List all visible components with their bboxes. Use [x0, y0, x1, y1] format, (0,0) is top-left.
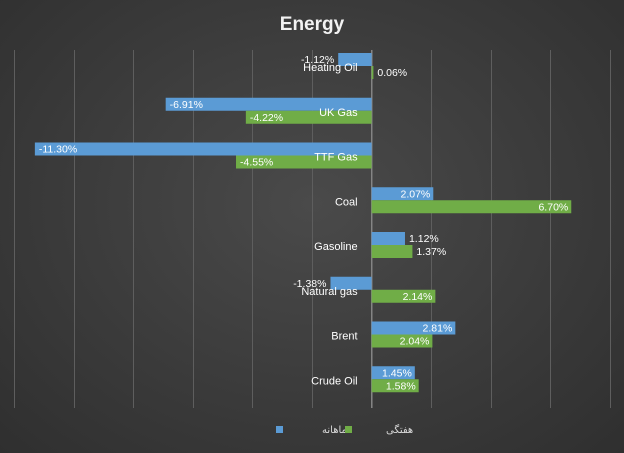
bar-monthly	[371, 366, 415, 380]
data-label: 0.06%	[377, 67, 407, 79]
bar-weekly	[371, 200, 572, 214]
data-label: 2.81%	[423, 323, 453, 335]
legend-label: ماهانه	[322, 425, 347, 436]
bar-monthly	[371, 232, 405, 245]
bar-weekly	[371, 66, 374, 79]
bar-weekly	[236, 155, 372, 169]
data-label: -1.38%	[293, 278, 326, 290]
bars	[34, 53, 572, 393]
bar-weekly	[371, 334, 433, 348]
data-label: 2.07%	[401, 188, 431, 200]
data-label: 6.70%	[538, 201, 568, 213]
category-label: Natural gas	[301, 286, 358, 298]
bar-monthly	[338, 53, 372, 66]
data-label: 2.04%	[400, 336, 430, 348]
data-label: 1.58%	[386, 380, 416, 392]
bar-monthly	[34, 142, 372, 156]
category-label: Crude Oil	[311, 375, 357, 387]
data-label: 2.14%	[403, 291, 433, 303]
legend: ماهانه هفتگی	[276, 424, 413, 436]
data-label: -6.91%	[170, 99, 203, 111]
data-label: -4.55%	[240, 157, 273, 169]
data-label: -4.22%	[250, 112, 283, 124]
category-label: Coal	[335, 196, 358, 208]
bar-weekly	[371, 379, 419, 393]
chart-title: Energy	[280, 14, 345, 35]
data-label: -11.30%	[39, 144, 77, 156]
category-labels: Heating Oil UK Gas TTF Gas Coal Gasoline Natu…	[301, 62, 358, 387]
category-label: UK Gas	[319, 107, 358, 119]
data-label: 1.37%	[416, 246, 446, 258]
bar-monthly	[165, 97, 372, 111]
data-label: 1.12%	[409, 233, 439, 245]
bar-weekly	[371, 245, 413, 258]
bar-weekly	[245, 110, 372, 124]
bar-monthly	[371, 187, 434, 201]
legend-swatch	[276, 426, 283, 433]
bar-weekly	[371, 289, 436, 303]
category-label: Heating Oil	[303, 62, 357, 74]
bar-monthly	[371, 321, 456, 335]
data-labels: -1.12% 0.06% -6.91% -4.22% -11.30% -4.55% 2.07…	[39, 54, 568, 392]
data-label: -1.12%	[301, 54, 334, 66]
legend-swatch	[345, 426, 352, 433]
bar-monthly	[330, 276, 372, 290]
category-label: Gasoline	[314, 241, 357, 253]
legend-label: هفتگی	[386, 424, 413, 436]
category-label: Brent	[331, 331, 357, 343]
data-label: 1.45%	[382, 367, 412, 379]
category-label: TTF Gas	[314, 152, 358, 164]
